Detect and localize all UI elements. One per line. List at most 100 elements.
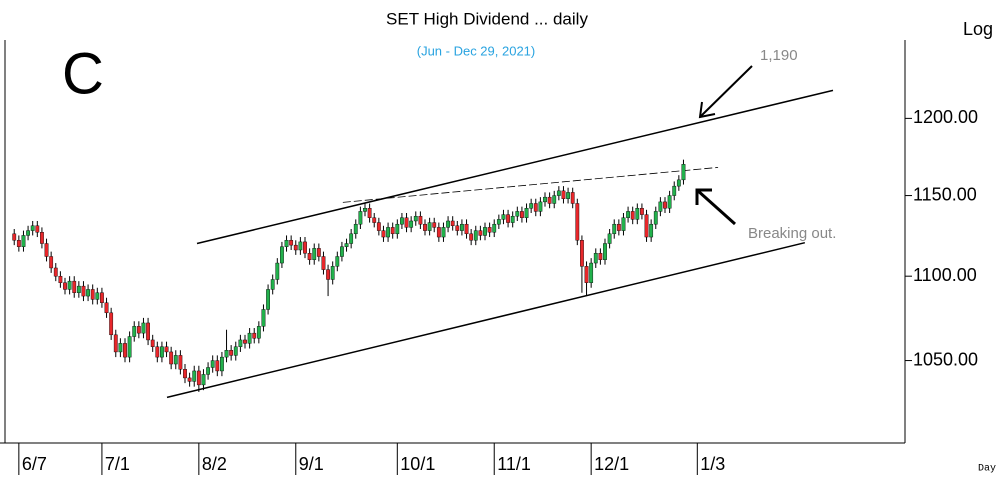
candle-body — [612, 223, 617, 235]
candle-body — [307, 253, 312, 260]
candle-body — [86, 289, 90, 297]
candle-body — [621, 217, 626, 231]
candle-body — [321, 256, 326, 270]
candle-body — [367, 208, 372, 218]
candle-body — [233, 346, 238, 356]
annotation: Breaking out. — [748, 225, 836, 242]
candle-body — [316, 248, 321, 257]
candle-body — [353, 223, 358, 235]
candle-body — [298, 241, 303, 251]
candle-body — [423, 223, 427, 231]
candle-body — [663, 201, 667, 209]
candle-body — [640, 208, 644, 215]
candle-body — [53, 267, 58, 277]
candle-body — [178, 355, 183, 370]
candle-body — [155, 346, 160, 358]
chart-subtitle: (Jun - Dec 29, 2021) — [417, 43, 536, 58]
candle-body — [30, 225, 35, 231]
candle-body — [12, 233, 17, 241]
candle-body — [681, 164, 686, 181]
candle-body — [173, 355, 178, 365]
candle-body — [261, 309, 266, 327]
candle-body — [312, 248, 317, 260]
candle-body — [363, 208, 367, 212]
candle-body — [67, 280, 72, 290]
x-tick-label: 10/1 — [400, 454, 435, 474]
candle-body — [21, 235, 26, 247]
candle-body — [584, 266, 589, 283]
x-axis-label: Day — [978, 464, 996, 475]
candle-body — [284, 240, 289, 247]
candle-body — [547, 196, 552, 204]
candle-body — [533, 203, 538, 212]
candle-body — [510, 215, 515, 223]
candle-body — [187, 377, 192, 382]
x-tick-label: 7/1 — [105, 454, 130, 474]
arrow-head — [695, 188, 712, 205]
candle-body — [570, 192, 575, 204]
candle-body — [243, 339, 247, 344]
candle-body — [561, 190, 566, 199]
candle-body — [256, 326, 261, 339]
x-tick-label: 12/1 — [594, 454, 629, 474]
candle-body — [16, 240, 21, 247]
candle-body — [136, 326, 141, 334]
candle-body — [658, 201, 663, 212]
y-tick-label: 1100.00 — [913, 265, 977, 285]
candle-body — [556, 190, 561, 196]
candle-body — [580, 240, 584, 267]
candle-body — [201, 374, 206, 386]
candle-body — [113, 334, 118, 353]
candle-body — [450, 220, 455, 226]
candle-body — [183, 369, 187, 379]
candle-body — [132, 326, 137, 337]
candle-body — [118, 343, 123, 353]
candle-body — [210, 360, 215, 368]
candle-body — [238, 339, 243, 347]
candle-body — [404, 217, 409, 228]
candle-body — [340, 246, 344, 257]
arrow-head — [698, 101, 716, 119]
candle-body — [293, 244, 298, 251]
candle-body — [100, 292, 104, 303]
candle-body — [40, 232, 44, 244]
candle-body — [127, 336, 132, 358]
candle-body — [667, 195, 672, 209]
candle-body — [95, 292, 100, 300]
candle-body — [150, 339, 155, 347]
candle-body — [427, 222, 432, 231]
candle-body — [400, 217, 404, 225]
trendline — [166, 241, 806, 399]
candle-body — [538, 201, 543, 212]
x-tick-label: 1/3 — [700, 454, 725, 474]
candle-body — [432, 222, 437, 228]
candle-body — [626, 211, 630, 218]
y-axis-label: Log — [963, 19, 993, 39]
candle-body — [104, 302, 109, 314]
trendline — [196, 89, 834, 245]
candle-body — [123, 343, 127, 358]
candle-body — [109, 312, 114, 336]
candle-body — [520, 211, 524, 218]
candle-body — [653, 211, 658, 225]
candle-body — [344, 243, 349, 247]
candle-body — [455, 225, 460, 231]
candle-body — [630, 211, 635, 220]
chart-title: SET High Dividend ... daily — [386, 9, 588, 28]
y-tick-label: 1050.00 — [913, 349, 978, 369]
candle-body — [464, 223, 469, 235]
candle-body — [196, 370, 201, 386]
candle-body — [409, 220, 414, 228]
candle-body — [26, 230, 30, 236]
y-tick-label: 1150.00 — [913, 184, 977, 204]
candle-body — [63, 282, 67, 290]
candle-body — [72, 280, 77, 293]
candle-body — [552, 195, 557, 204]
candle-body — [44, 243, 49, 257]
candle-body — [164, 346, 169, 353]
candle-body — [390, 227, 395, 235]
candle-body — [616, 223, 621, 231]
candle-body — [501, 214, 506, 220]
candle-body — [593, 253, 598, 264]
candle-body — [358, 211, 363, 225]
